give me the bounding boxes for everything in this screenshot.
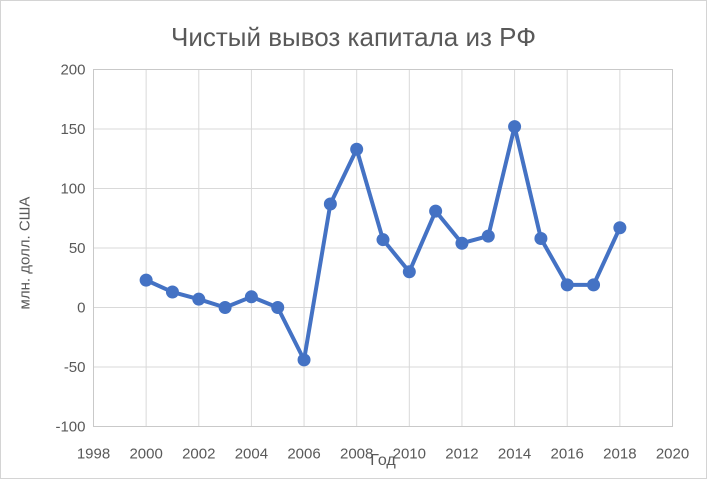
data-point-2001	[165, 285, 179, 299]
x-tick-label: 2002	[182, 446, 215, 463]
data-point-2018	[613, 221, 627, 235]
data-point-2012	[455, 236, 469, 250]
data-point-2013	[481, 229, 495, 243]
data-point-2009	[376, 233, 390, 247]
data-point-2010	[402, 265, 416, 279]
data-point-2011	[429, 204, 443, 218]
y-tick-label: 0	[77, 300, 85, 317]
x-tick-label: 2008	[340, 446, 373, 463]
x-axis-title: Год	[370, 452, 396, 469]
data-point-2003	[218, 301, 232, 314]
data-point-2004	[244, 290, 258, 304]
chart-title: Чистый вывоз капитала из РФ	[171, 22, 536, 52]
x-tick-label: 1998	[77, 446, 110, 463]
y-tick-label: 100	[60, 181, 85, 198]
x-tick-label: 2020	[656, 446, 689, 463]
x-tick-label: 2006	[287, 446, 320, 463]
data-point-2017	[587, 278, 601, 292]
y-tick-label: 150	[60, 121, 85, 138]
data-point-2006	[297, 353, 311, 367]
y-tick-label: 200	[60, 62, 85, 79]
data-point-2007	[323, 197, 337, 211]
x-tick-label: 2012	[445, 446, 478, 463]
y-tick-label: -100	[55, 419, 85, 436]
x-tick-label: 2004	[235, 446, 268, 463]
plot-area-border	[93, 69, 673, 427]
y-tick-label: -50	[64, 359, 86, 376]
data-point-2005	[271, 301, 285, 314]
x-tick-label: 2014	[498, 446, 531, 463]
data-point-2000	[139, 273, 153, 287]
data-point-2014	[508, 120, 522, 134]
data-point-2016	[560, 278, 574, 292]
y-tick-label: 50	[69, 240, 86, 257]
data-point-2002	[192, 292, 206, 306]
x-tick-label: 2016	[551, 446, 584, 463]
x-tick-label: 2010	[393, 446, 426, 463]
x-tick-label: 2018	[603, 446, 636, 463]
x-tick-label: 2000	[129, 446, 162, 463]
data-point-2008	[350, 142, 364, 156]
data-point-2015	[534, 231, 548, 245]
